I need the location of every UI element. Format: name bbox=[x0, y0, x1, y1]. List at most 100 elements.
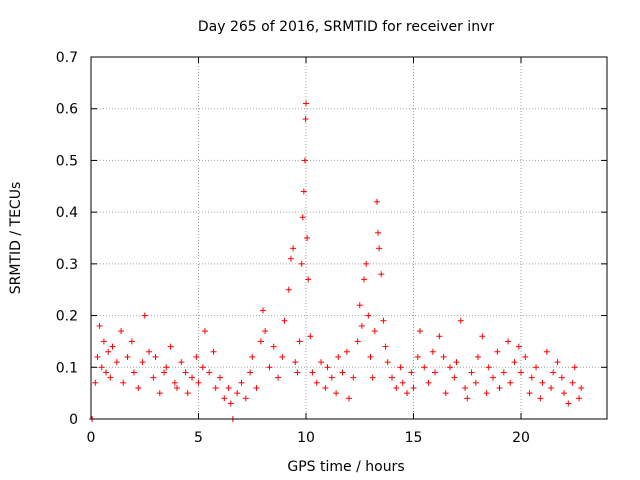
data-point bbox=[373, 198, 380, 205]
data-point bbox=[275, 374, 282, 381]
data-point bbox=[146, 348, 153, 355]
y-tick-label: 0.1 bbox=[56, 360, 78, 376]
data-point bbox=[287, 255, 294, 262]
x-tick-label: 0 bbox=[87, 430, 96, 446]
data-point bbox=[212, 384, 219, 391]
data-point bbox=[436, 333, 443, 340]
data-point bbox=[260, 307, 266, 314]
data-point bbox=[113, 359, 120, 366]
data-point bbox=[447, 364, 454, 371]
data-point bbox=[98, 364, 105, 371]
data-point bbox=[399, 379, 406, 386]
data-point bbox=[120, 379, 127, 386]
data-point bbox=[206, 369, 213, 376]
data-point bbox=[533, 364, 540, 371]
data-point bbox=[328, 374, 335, 381]
data-point bbox=[199, 364, 206, 371]
data-point bbox=[124, 353, 131, 360]
data-point bbox=[408, 369, 415, 376]
data-point bbox=[453, 359, 460, 366]
y-tick-label: 0.5 bbox=[56, 153, 78, 169]
data-point bbox=[339, 369, 346, 376]
data-point bbox=[103, 369, 110, 376]
data-point bbox=[94, 353, 101, 360]
y-tick-label: 0.3 bbox=[56, 257, 78, 273]
data-point bbox=[193, 353, 200, 360]
data-point bbox=[485, 364, 492, 371]
data-point bbox=[464, 395, 471, 402]
data-point bbox=[578, 384, 585, 391]
data-point bbox=[300, 188, 307, 195]
data-point bbox=[526, 390, 533, 397]
data-point bbox=[548, 384, 555, 391]
data-point bbox=[266, 364, 273, 371]
data-point bbox=[511, 359, 518, 366]
data-point bbox=[96, 322, 103, 329]
data-points bbox=[89, 100, 585, 422]
data-point bbox=[333, 390, 340, 397]
data-point bbox=[571, 364, 578, 371]
data-point bbox=[234, 390, 241, 397]
data-point bbox=[167, 343, 174, 350]
data-point bbox=[468, 369, 475, 376]
data-point bbox=[518, 369, 524, 376]
data-point bbox=[285, 286, 292, 293]
data-point bbox=[515, 343, 522, 350]
data-point bbox=[299, 214, 306, 221]
data-point bbox=[303, 100, 309, 107]
x-tick-label: 5 bbox=[194, 430, 203, 446]
data-point bbox=[109, 343, 116, 350]
data-point bbox=[107, 374, 114, 381]
data-point bbox=[92, 379, 99, 386]
x-tick-label: 10 bbox=[297, 430, 315, 446]
data-point bbox=[576, 395, 583, 402]
data-point bbox=[346, 395, 352, 402]
data-point bbox=[539, 379, 546, 386]
data-point bbox=[131, 369, 137, 376]
data-point bbox=[479, 333, 486, 340]
data-point bbox=[550, 369, 557, 376]
data-point bbox=[371, 328, 378, 335]
data-point bbox=[404, 390, 411, 397]
data-point bbox=[416, 328, 423, 335]
data-point bbox=[363, 260, 370, 267]
data-point bbox=[128, 338, 135, 345]
data-point bbox=[429, 348, 436, 355]
data-point bbox=[161, 369, 168, 376]
data-point bbox=[457, 317, 464, 324]
y-axis-label: SRMTID / TECUs bbox=[8, 182, 24, 295]
data-point bbox=[343, 348, 350, 355]
data-point bbox=[554, 359, 561, 366]
data-point bbox=[163, 364, 170, 371]
data-point bbox=[382, 343, 389, 350]
data-point bbox=[569, 379, 576, 386]
data-point bbox=[238, 379, 245, 386]
data-point bbox=[324, 364, 331, 371]
data-point bbox=[440, 353, 447, 360]
data-point bbox=[309, 369, 316, 376]
data-point bbox=[156, 390, 163, 397]
data-point bbox=[528, 374, 535, 381]
data-point bbox=[358, 322, 365, 329]
data-point bbox=[522, 353, 529, 360]
data-point bbox=[558, 374, 565, 381]
data-point bbox=[350, 374, 357, 381]
data-point bbox=[257, 338, 264, 345]
data-point bbox=[367, 353, 374, 360]
data-point bbox=[253, 384, 260, 391]
data-point bbox=[217, 374, 223, 381]
data-point bbox=[365, 312, 372, 319]
data-point bbox=[270, 343, 277, 350]
y-tick-label: 0.4 bbox=[56, 205, 78, 221]
data-point bbox=[397, 364, 404, 371]
data-point bbox=[494, 348, 501, 355]
data-point bbox=[472, 379, 479, 386]
y-tick-label: 0.2 bbox=[56, 309, 78, 325]
y-axis-ticks: 0 0.1 0.2 0.3 0.4 0.5 0.6 0.7 bbox=[56, 50, 607, 428]
data-point bbox=[189, 374, 196, 381]
data-point bbox=[304, 235, 311, 241]
data-point bbox=[483, 390, 490, 397]
data-point bbox=[490, 374, 497, 381]
data-point bbox=[105, 348, 112, 355]
y-tick-label: 0.7 bbox=[56, 50, 78, 66]
